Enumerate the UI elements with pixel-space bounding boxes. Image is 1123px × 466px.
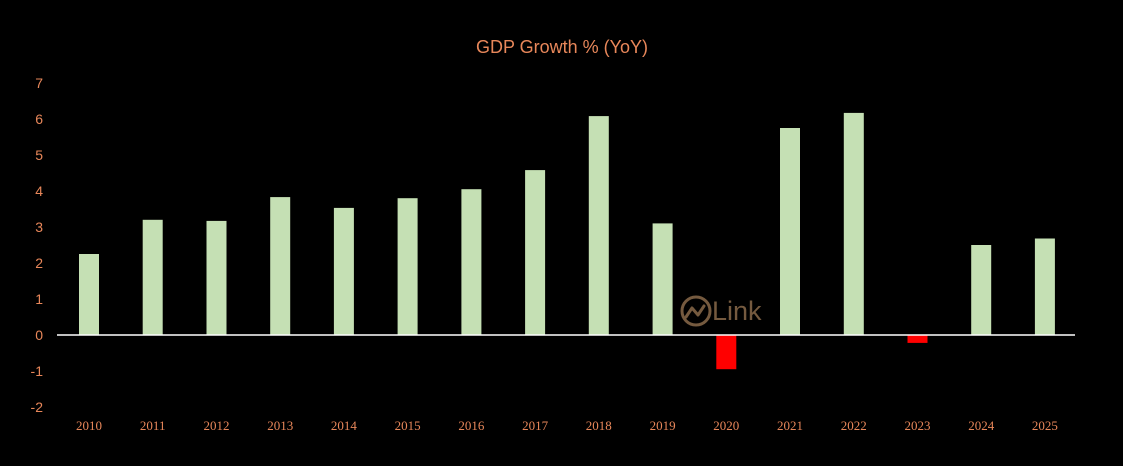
bar-2025: [1034, 238, 1055, 335]
bar-2017: [525, 170, 546, 335]
x-tick-label: 2015: [395, 418, 421, 433]
x-tick-label: 2014: [331, 418, 358, 433]
bar-2021: [780, 128, 800, 335]
bar-2015: [397, 198, 418, 335]
x-tick-label: 2025: [1032, 418, 1058, 433]
bar-2020: [716, 335, 737, 370]
x-tick-label: 2018: [586, 418, 612, 433]
x-tick-label: 2012: [204, 418, 230, 433]
x-tick-label: 2016: [458, 418, 485, 433]
bar-2022: [843, 112, 864, 336]
bar-2013: [270, 197, 291, 335]
bar-2011: [142, 219, 163, 335]
x-tick-label: 2021: [777, 418, 803, 433]
chart-line-circle-icon: [680, 295, 712, 327]
x-tick-label: 2023: [905, 418, 931, 433]
bar-2014: [333, 207, 354, 335]
x-axis-ticks: 2010 2011 2012 2013 2014 2015 2016 2017 2018 2019…: [76, 418, 1058, 433]
y-tick-label: 0: [35, 327, 43, 343]
y-tick-label: 4: [35, 183, 43, 199]
bar-2016: [461, 189, 482, 335]
y-tick-label: 2: [35, 255, 43, 271]
chart-title: GDP Growth % (YoY): [476, 37, 648, 57]
bars-group: [79, 112, 1055, 370]
y-tick-label: 1: [35, 291, 43, 307]
bar-2024: [971, 245, 992, 335]
y-tick-label: 5: [35, 147, 43, 163]
bar-2019: [652, 223, 673, 335]
bar-2010: [79, 254, 99, 335]
watermark-logo: Link: [680, 295, 762, 327]
x-tick-label: 2020: [713, 418, 739, 433]
y-tick-label: -1: [31, 363, 44, 379]
y-axis-ticks: -2 -1 0 1 2 3 4 5 6 7: [31, 75, 44, 415]
y-tick-label: 6: [35, 111, 43, 127]
x-tick-label: 2011: [140, 418, 166, 433]
bar-2023: [907, 335, 928, 343]
bar-2012: [206, 220, 227, 335]
y-tick-label: 7: [35, 75, 43, 91]
bar-2018: [588, 116, 609, 335]
x-tick-label: 2024: [968, 418, 995, 433]
watermark-text: Link: [712, 296, 762, 326]
x-tick-label: 2019: [650, 418, 676, 433]
x-tick-label: 2013: [267, 418, 293, 433]
y-tick-label: 3: [35, 219, 43, 235]
x-tick-label: 2010: [76, 418, 102, 433]
x-tick-label: 2017: [522, 418, 549, 433]
y-tick-label: -2: [31, 399, 44, 415]
x-tick-label: 2022: [841, 418, 867, 433]
